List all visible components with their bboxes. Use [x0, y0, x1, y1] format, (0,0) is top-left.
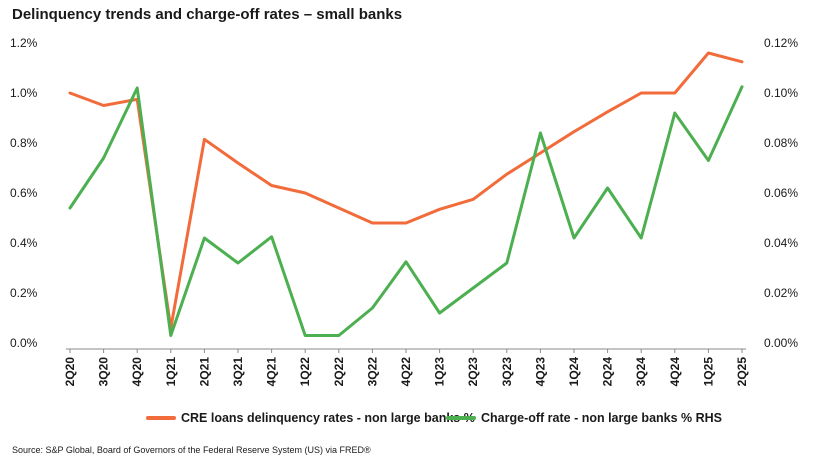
left-tick-label: 0.2% [10, 286, 38, 300]
x-tick-label: 4Q23 [533, 357, 547, 387]
x-tick-label: 4Q24 [668, 357, 682, 387]
left-tick-label: 0.0% [10, 336, 38, 350]
x-tick-label: 4Q21 [265, 357, 279, 387]
left-tick-label: 0.8% [10, 136, 38, 150]
x-tick-label: 1Q24 [567, 357, 581, 387]
x-tick-label: 3Q20 [97, 357, 111, 387]
x-tick-label: 4Q20 [130, 357, 144, 387]
x-tick-label: 3Q23 [500, 357, 514, 387]
x-tick-label: 2Q23 [466, 357, 480, 387]
x-tick-label: 1Q22 [298, 357, 312, 387]
x-tick-label: 2Q22 [332, 357, 346, 387]
right-tick-label: 0.10% [764, 86, 798, 100]
x-tick-label: 3Q21 [231, 357, 245, 387]
left-tick-label: 1.2% [10, 36, 38, 50]
right-tick-label: 0.12% [764, 36, 798, 50]
x-tick-label: 2Q24 [601, 357, 615, 387]
left-tick-label: 1.0% [10, 86, 38, 100]
x-axis: 2Q20 3Q20 4Q20 1Q21 2Q21 3Q21 4Q21 1Q22 2Q22 3Q22… [63, 348, 749, 387]
source-note: Source: S&P Global, Board of Governors o… [12, 445, 371, 455]
x-tick-label: 2Q21 [197, 357, 211, 387]
right-axis: 0.00% 0.02% 0.04% 0.06% 0.08% 0.10% 0.12% [764, 36, 798, 350]
x-tick-label: 1Q25 [701, 357, 715, 387]
x-tick-label: 3Q22 [365, 357, 379, 387]
left-axis: 0.0% 0.2% 0.4% 0.6% 0.8% 1.0% 1.2% [10, 36, 38, 350]
x-tick-label: 4Q22 [399, 357, 413, 387]
chart-title: Delinquency trends and charge-off rates … [12, 6, 403, 23]
right-tick-label: 0.06% [764, 186, 798, 200]
series-line-cre-delinquency [68, 51, 744, 330]
legend: CRE loans delinquency rates - non large … [146, 411, 722, 425]
legend-label-cre-delinquency: CRE loans delinquency rates - non large … [181, 411, 475, 425]
right-tick-label: 0.08% [764, 136, 798, 150]
x-tick-label: 2Q25 [735, 357, 749, 387]
plot-area [68, 51, 744, 337]
x-tick-label: 3Q24 [634, 357, 648, 387]
right-tick-label: 0.02% [764, 286, 798, 300]
legend-label-charge-off: Charge-off rate - non large banks % RHS [481, 411, 722, 425]
left-tick-label: 0.4% [10, 236, 38, 250]
right-tick-label: 0.00% [764, 336, 798, 350]
x-tick-label: 1Q23 [433, 357, 447, 387]
left-tick-label: 0.6% [10, 186, 38, 200]
series-line-charge-off [68, 85, 744, 337]
right-tick-label: 0.04% [764, 236, 798, 250]
x-tick-label: 1Q21 [164, 357, 178, 387]
x-tick-label: 2Q20 [63, 357, 77, 387]
